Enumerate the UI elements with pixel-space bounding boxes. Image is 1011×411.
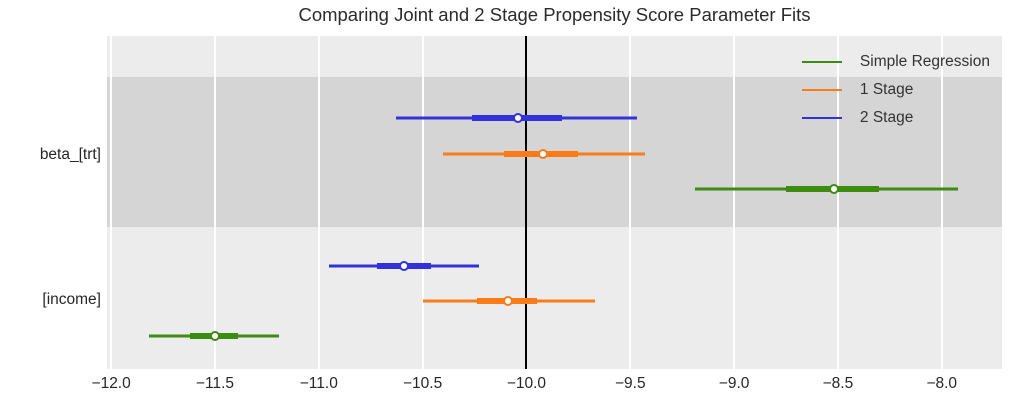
- legend-line-swatch: [801, 88, 842, 92]
- legend-label: Simple Regression: [859, 53, 990, 70]
- legend-line-swatch: [801, 60, 842, 64]
- legend-line-swatch: [801, 116, 842, 120]
- x-tick-label: −9.5: [614, 375, 646, 392]
- grid-line: [836, 36, 839, 369]
- legend: Simple Regression 1 Stage 2 Stage: [801, 48, 990, 132]
- legend-item: Simple Regression: [801, 48, 990, 76]
- x-tick-label: −8.5: [822, 375, 854, 392]
- legend-label: 1 Stage: [859, 81, 914, 98]
- point-marker: [513, 112, 524, 123]
- point-marker: [828, 184, 839, 194]
- x-tick-label: −12.0: [91, 375, 131, 392]
- plot-area: Simple Regression 1 Stage 2 Stage: [107, 36, 1002, 369]
- x-tick-label: −11.0: [299, 375, 338, 392]
- legend-label: 2 Stage: [859, 109, 914, 126]
- x-tick-label: −10.5: [403, 375, 443, 392]
- x-tick-label: −10.0: [506, 375, 547, 392]
- grid-line: [733, 36, 736, 369]
- grid-line: [421, 36, 424, 369]
- y-category-label: [income]: [42, 291, 101, 309]
- grid-line: [110, 36, 113, 369]
- point-marker: [398, 261, 409, 271]
- reference-line: [525, 36, 528, 369]
- grid-line: [317, 36, 320, 369]
- legend-item: 1 Stage: [801, 76, 990, 104]
- chart-title: Comparing Joint and 2 Stage Propensity S…: [298, 4, 811, 25]
- y-category-label: beta_[trt]: [39, 145, 101, 163]
- x-tick-label: −9.0: [718, 375, 750, 392]
- grid-line: [940, 36, 943, 369]
- point-marker: [209, 330, 220, 341]
- point-marker: [538, 149, 549, 159]
- legend-item: 2 Stage: [801, 104, 990, 132]
- grid-line: [629, 36, 632, 369]
- grid-line: [213, 36, 216, 369]
- point-marker: [502, 296, 513, 306]
- x-tick-label: −8.0: [926, 375, 958, 392]
- x-tick-label: −11.5: [195, 375, 234, 392]
